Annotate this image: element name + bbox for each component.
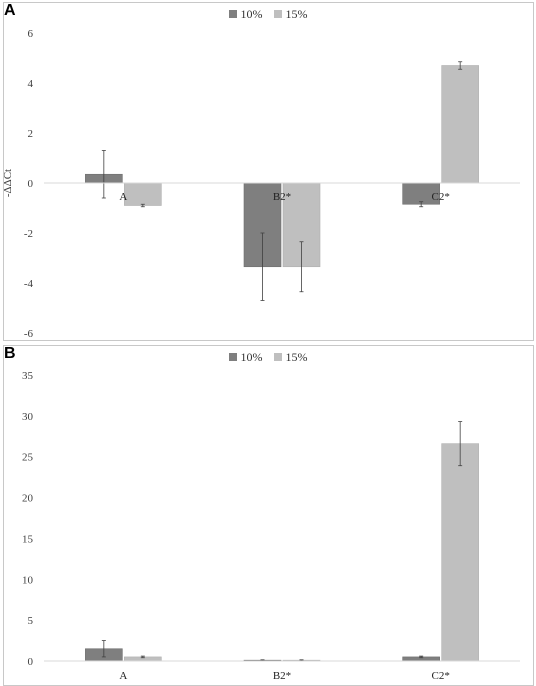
x-tick-label: B2* (273, 191, 291, 203)
legend-item-10: 10% (228, 350, 263, 365)
x-tick-label: A (119, 191, 127, 203)
panel-a-legend: 10% 15% (0, 7, 536, 22)
x-tick-label: B2* (273, 670, 291, 682)
bar-15pct-A (124, 182, 162, 206)
legend-item-15: 15% (273, 350, 308, 365)
y-tick-label: 6 (28, 28, 34, 40)
panel-a-label: A (4, 2, 16, 19)
y-tick-label: 30 (22, 411, 34, 423)
legend-swatch-15 (273, 353, 282, 361)
y-tick-label: 0 (28, 178, 34, 190)
legend-swatch-10 (228, 353, 237, 361)
x-tick-label: A (119, 670, 127, 682)
y-tick-label: 15 (22, 533, 34, 545)
panel-a: A 10% 15% -6 -4 -2 0 2 4 6 -ΔΔCt A B2* C2* (0, 2, 536, 341)
y-tick-label: 35 (22, 370, 34, 382)
legend-label-15: 15% (285, 350, 308, 364)
legend-swatch-15 (273, 10, 282, 18)
chart-b-plot: 0 5 10 15 20 25 30 35 A B2* C2* (22, 370, 520, 682)
legend-label-10: 10% (240, 350, 263, 364)
y-tick-label: 0 (28, 656, 34, 668)
x-tick-label: C2* (431, 670, 449, 682)
y-tick-label: -4 (24, 278, 34, 290)
y-tick-label: 10 (22, 574, 34, 586)
legend-item-10: 10% (228, 7, 263, 22)
panel-b: B 10% 15% 0 5 10 15 20 25 30 35 A B2* C2* (0, 343, 536, 686)
y-tick-label: 4 (28, 78, 34, 90)
chart-a-plot: -6 -4 -2 0 2 4 6 -ΔΔCt A B2* C2* (2, 28, 520, 340)
y-tick-label: 2 (28, 128, 34, 140)
y-tick-label: 20 (22, 493, 34, 505)
panel-b-legend: 10% 15% (0, 350, 536, 365)
y-tick-label: -2 (24, 228, 33, 240)
y-tick-label: 25 (22, 452, 34, 464)
legend-swatch-10 (228, 10, 237, 18)
y-tick-label: -6 (24, 328, 34, 340)
legend-item-15: 15% (273, 7, 308, 22)
panel-b-label: B (4, 345, 16, 362)
y-tick-label: 5 (28, 615, 34, 627)
x-tick-label: C2* (431, 191, 449, 203)
bar-15pct-C2* (441, 65, 479, 184)
bar-15pct-C2* (441, 443, 479, 662)
legend-label-10: 10% (240, 7, 263, 21)
y-axis-label: -ΔΔCt (2, 169, 14, 197)
legend-label-15: 15% (285, 7, 308, 21)
panel-a-frame (3, 2, 534, 341)
